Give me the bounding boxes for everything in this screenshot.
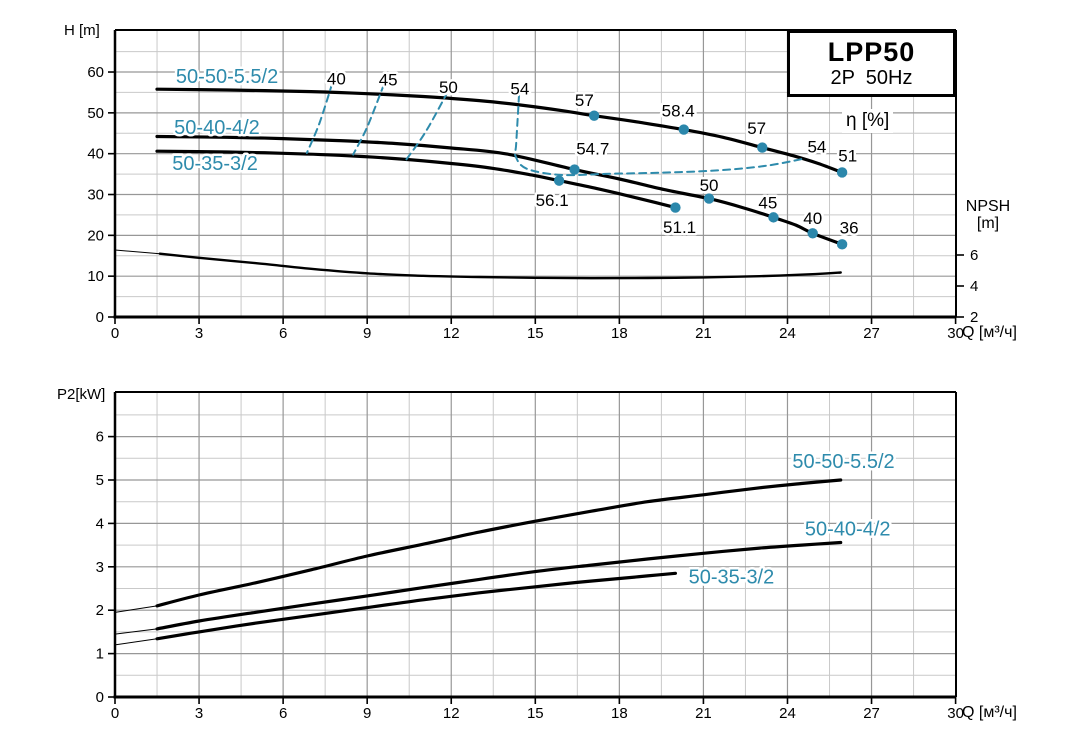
npsh-title: NPSH bbox=[965, 198, 1011, 215]
efficiency-value-label: 58.4 bbox=[662, 101, 695, 120]
x-tick-label: 6 bbox=[279, 325, 287, 342]
q-axis-label-top: Q [м³/ч] bbox=[962, 324, 1017, 341]
curve-label: 50-50-5.5/2 bbox=[176, 66, 278, 88]
x-tick-label: 21 bbox=[695, 325, 712, 342]
npsh-axis-label: NPSH [m] bbox=[957, 198, 1019, 233]
x-tick-label: 0 bbox=[111, 325, 119, 342]
efficiency-value-label: 56.1 bbox=[536, 191, 569, 210]
x-tick-label: 6 bbox=[279, 705, 287, 722]
eta-contour-label: 54 bbox=[510, 79, 529, 98]
efficiency-value-label: 50 bbox=[700, 176, 719, 195]
q-axis-label-bottom: Q [м³/ч] bbox=[962, 704, 1017, 721]
efficiency-value-label: 57 bbox=[575, 91, 594, 110]
eta-contour-label: 54 bbox=[807, 137, 826, 156]
curve-lead-line bbox=[114, 638, 158, 646]
pump-curve bbox=[155, 540, 843, 631]
p2-axis-label: P2[kW] bbox=[57, 386, 106, 403]
y-tick-label: 4 bbox=[96, 515, 104, 532]
x-tick-label: 9 bbox=[363, 705, 371, 722]
eta-contour-label: 50 bbox=[439, 78, 458, 97]
curve-label: 50-50-5.5/2 bbox=[792, 451, 894, 473]
y-tick-label: 40 bbox=[87, 146, 104, 163]
efficiency-dot bbox=[588, 110, 600, 121]
y-tick-label: 6 bbox=[96, 429, 104, 446]
x-tick-label: 30 bbox=[947, 325, 964, 342]
y-tick-label: 20 bbox=[87, 227, 104, 244]
curve-lead-line bbox=[114, 628, 158, 635]
curve-label: 50-40-4/2 bbox=[805, 518, 891, 540]
npsh-unit: [m] bbox=[976, 214, 1000, 232]
efficiency-dot bbox=[768, 212, 779, 223]
y-tick-label: 0 bbox=[96, 689, 104, 706]
y-tick-label: 3 bbox=[96, 559, 104, 576]
efficiency-value-label: 45 bbox=[758, 194, 777, 213]
y-tick-label: 50 bbox=[87, 105, 104, 122]
x-tick-label: 30 bbox=[947, 705, 964, 722]
x-tick-label: 24 bbox=[779, 325, 796, 342]
model-title-box: LPP50 2P 50Hz bbox=[787, 30, 956, 97]
efficiency-value-label: 40 bbox=[803, 209, 822, 228]
x-tick-label: 12 bbox=[443, 325, 460, 342]
x-tick-label: 27 bbox=[863, 325, 880, 342]
eta-contour bbox=[513, 93, 806, 177]
efficiency-value-label: 36 bbox=[840, 219, 859, 238]
npsh-tick-label: 4 bbox=[970, 278, 978, 295]
y-tick-label: 5 bbox=[96, 472, 104, 489]
npsh-curve bbox=[158, 252, 842, 280]
eta-contour-label: 45 bbox=[379, 70, 398, 89]
y-tick-label: 0 bbox=[96, 309, 104, 326]
eta-contour-label: 40 bbox=[327, 70, 346, 89]
eta-contour bbox=[305, 82, 334, 154]
x-tick-label: 3 bbox=[195, 325, 203, 342]
efficiency-axis-label: η [%] bbox=[842, 109, 894, 133]
y-tick-label: 2 bbox=[96, 602, 104, 619]
efficiency-dot bbox=[836, 167, 848, 178]
efficiency-dot bbox=[670, 202, 681, 213]
efficiency-dot bbox=[836, 239, 848, 250]
y-tick-label: 1 bbox=[96, 646, 104, 663]
pump-curve bbox=[155, 149, 677, 210]
efficiency-value-label: 57 bbox=[747, 119, 766, 138]
curve-label: 50-40-4/2 bbox=[174, 117, 260, 139]
efficiency-dot bbox=[807, 228, 818, 239]
pump-curve bbox=[155, 571, 677, 641]
model-spec: 2P 50Hz bbox=[830, 66, 913, 89]
x-tick-label: 21 bbox=[695, 705, 712, 722]
curve-label: 50-35-3/2 bbox=[172, 153, 258, 175]
npsh-tick-label: 6 bbox=[970, 247, 978, 264]
x-tick-label: 15 bbox=[527, 705, 544, 722]
y-tick-label: 10 bbox=[87, 268, 104, 285]
x-tick-label: 18 bbox=[611, 325, 628, 342]
x-tick-label: 12 bbox=[443, 705, 460, 722]
efficiency-dot bbox=[678, 124, 690, 135]
y-tick-label: 30 bbox=[87, 187, 104, 204]
efficiency-dot bbox=[757, 142, 768, 153]
curve-label: 50-35-3/2 bbox=[689, 567, 775, 589]
h-axis-label: H [m] bbox=[64, 22, 100, 39]
npsh-lead-line bbox=[114, 249, 161, 255]
efficiency-value-label: 51.1 bbox=[663, 218, 696, 237]
y-tick-label: 60 bbox=[87, 64, 104, 81]
x-tick-label: 27 bbox=[863, 705, 880, 722]
npsh-tick-label: 2 bbox=[970, 309, 978, 326]
x-tick-label: 15 bbox=[527, 325, 544, 342]
efficiency-value-label: 51 bbox=[838, 146, 857, 165]
efficiency-dot bbox=[703, 193, 715, 204]
pump-curve bbox=[155, 478, 843, 608]
model-name: LPP50 bbox=[827, 37, 916, 68]
x-tick-label: 0 bbox=[111, 705, 119, 722]
curve-lead-line bbox=[114, 605, 158, 613]
x-tick-label: 3 bbox=[195, 705, 203, 722]
x-tick-label: 24 bbox=[779, 705, 796, 722]
efficiency-value-label: 54.7 bbox=[576, 139, 609, 158]
pump-curve bbox=[155, 87, 844, 175]
x-tick-label: 9 bbox=[363, 325, 371, 342]
efficiency-dot bbox=[569, 164, 580, 175]
eta-contour bbox=[405, 91, 449, 161]
x-tick-label: 18 bbox=[611, 705, 628, 722]
efficiency-dot bbox=[553, 175, 565, 186]
